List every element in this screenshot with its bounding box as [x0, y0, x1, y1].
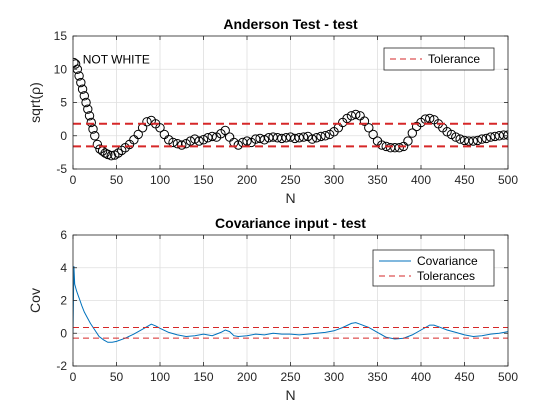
y-tick-label: 5	[60, 96, 67, 110]
data-point	[79, 91, 90, 101]
data-point	[86, 117, 96, 128]
data-point	[83, 104, 93, 114]
data-point	[106, 151, 116, 161]
data-point	[100, 148, 110, 158]
x-tick-label: 50	[110, 173, 124, 187]
legend: Tolerance	[383, 47, 495, 71]
data-point	[455, 134, 465, 144]
data-point	[194, 136, 204, 146]
data-point	[481, 133, 491, 144]
legend-box	[383, 47, 495, 71]
x-tick-label: 500	[498, 173, 518, 187]
x-axis-label: N	[285, 387, 295, 403]
x-tick-label: 500	[498, 370, 518, 384]
x-tick-label: 400	[411, 173, 431, 187]
data-point	[368, 129, 378, 140]
x-tick-label: 300	[324, 370, 344, 384]
data-point	[472, 135, 483, 146]
data-point	[468, 136, 478, 146]
x-axis-label: N	[285, 190, 295, 206]
data-point	[425, 113, 435, 124]
chart-title: Covariance input - test	[215, 215, 366, 231]
data-point	[451, 132, 461, 142]
data-point	[316, 131, 326, 142]
data-point	[168, 137, 178, 148]
x-tick-label: 350	[367, 173, 387, 187]
y-tick-label: 15	[54, 29, 68, 43]
y-tick-label: 2	[60, 294, 67, 308]
y-tick-label: 6	[60, 228, 67, 242]
chart-title: Anderson Test - test	[223, 16, 358, 32]
y-tick-label: -2	[56, 359, 67, 373]
x-tick-label: 250	[280, 173, 300, 187]
x-tick-label: 400	[411, 370, 431, 384]
x-tick-label: 150	[193, 173, 213, 187]
x-tick-label: 200	[237, 370, 257, 384]
x-tick-label: 250	[280, 370, 300, 384]
y-tick-label: 4	[60, 261, 67, 275]
y-axis-label: Cov	[27, 288, 43, 313]
data-point	[407, 128, 417, 138]
data-point	[477, 134, 487, 144]
x-tick-label: 150	[193, 370, 213, 384]
data-point	[242, 136, 252, 146]
data-point	[377, 140, 387, 150]
legend-label: Tolerance	[428, 52, 480, 66]
axes-1: 0 50 100 150 200 250 300 350 400 450 500-5051015An…	[27, 16, 518, 206]
legend-box	[372, 249, 495, 287]
data-point	[298, 132, 309, 142]
legend-label: Covariance	[417, 254, 478, 268]
data-point	[394, 143, 404, 153]
data-point	[364, 123, 374, 133]
data-point	[403, 136, 413, 146]
legend-label: Tolerances	[417, 269, 475, 283]
data-point	[155, 123, 165, 133]
data-point	[77, 84, 88, 94]
data-point	[73, 59, 81, 69]
x-tick-label: 300	[324, 173, 344, 187]
data-point	[307, 134, 317, 144]
data-point	[88, 124, 98, 134]
y-tick-label: 0	[60, 326, 67, 340]
data-point	[220, 125, 230, 136]
x-tick-label: 450	[454, 173, 474, 187]
data-point	[76, 77, 86, 88]
data-point	[320, 131, 330, 141]
x-tick-label: 100	[150, 370, 170, 384]
x-tick-label: 450	[454, 370, 474, 384]
x-tick-label: 350	[367, 370, 387, 384]
data-point	[177, 140, 187, 150]
data-point	[311, 133, 322, 143]
data-point	[359, 116, 370, 126]
data-layer	[73, 266, 508, 343]
y-tick-label: -5	[56, 162, 67, 176]
data-point	[117, 145, 127, 156]
data-point	[133, 129, 143, 140]
data-point	[113, 148, 123, 158]
x-tick-label: 0	[70, 173, 77, 187]
axes-2: 0 50 100 150 200 250 300 350 400 450 500-20246Cova…	[27, 215, 518, 403]
data-point	[81, 97, 91, 108]
data-point	[351, 109, 361, 120]
data-point	[142, 117, 152, 127]
y-tick-label: 10	[54, 62, 68, 76]
data-point	[92, 139, 103, 150]
x-tick-label: 200	[237, 173, 257, 187]
data-point	[84, 111, 95, 121]
x-tick-label: 0	[70, 370, 77, 384]
data-point	[198, 135, 209, 145]
annotation-label: NOT WHITE	[83, 52, 150, 66]
covariance-line	[73, 266, 508, 343]
y-axis-label: sqrt(ρ)	[27, 82, 43, 123]
y-tick-label: 0	[60, 129, 67, 143]
data-point	[74, 71, 84, 81]
data-point	[207, 131, 217, 142]
data-point	[259, 135, 270, 145]
data-layer	[73, 57, 508, 161]
x-tick-label: 50	[110, 370, 124, 384]
x-tick-label: 100	[150, 173, 170, 187]
data-point	[90, 131, 100, 141]
